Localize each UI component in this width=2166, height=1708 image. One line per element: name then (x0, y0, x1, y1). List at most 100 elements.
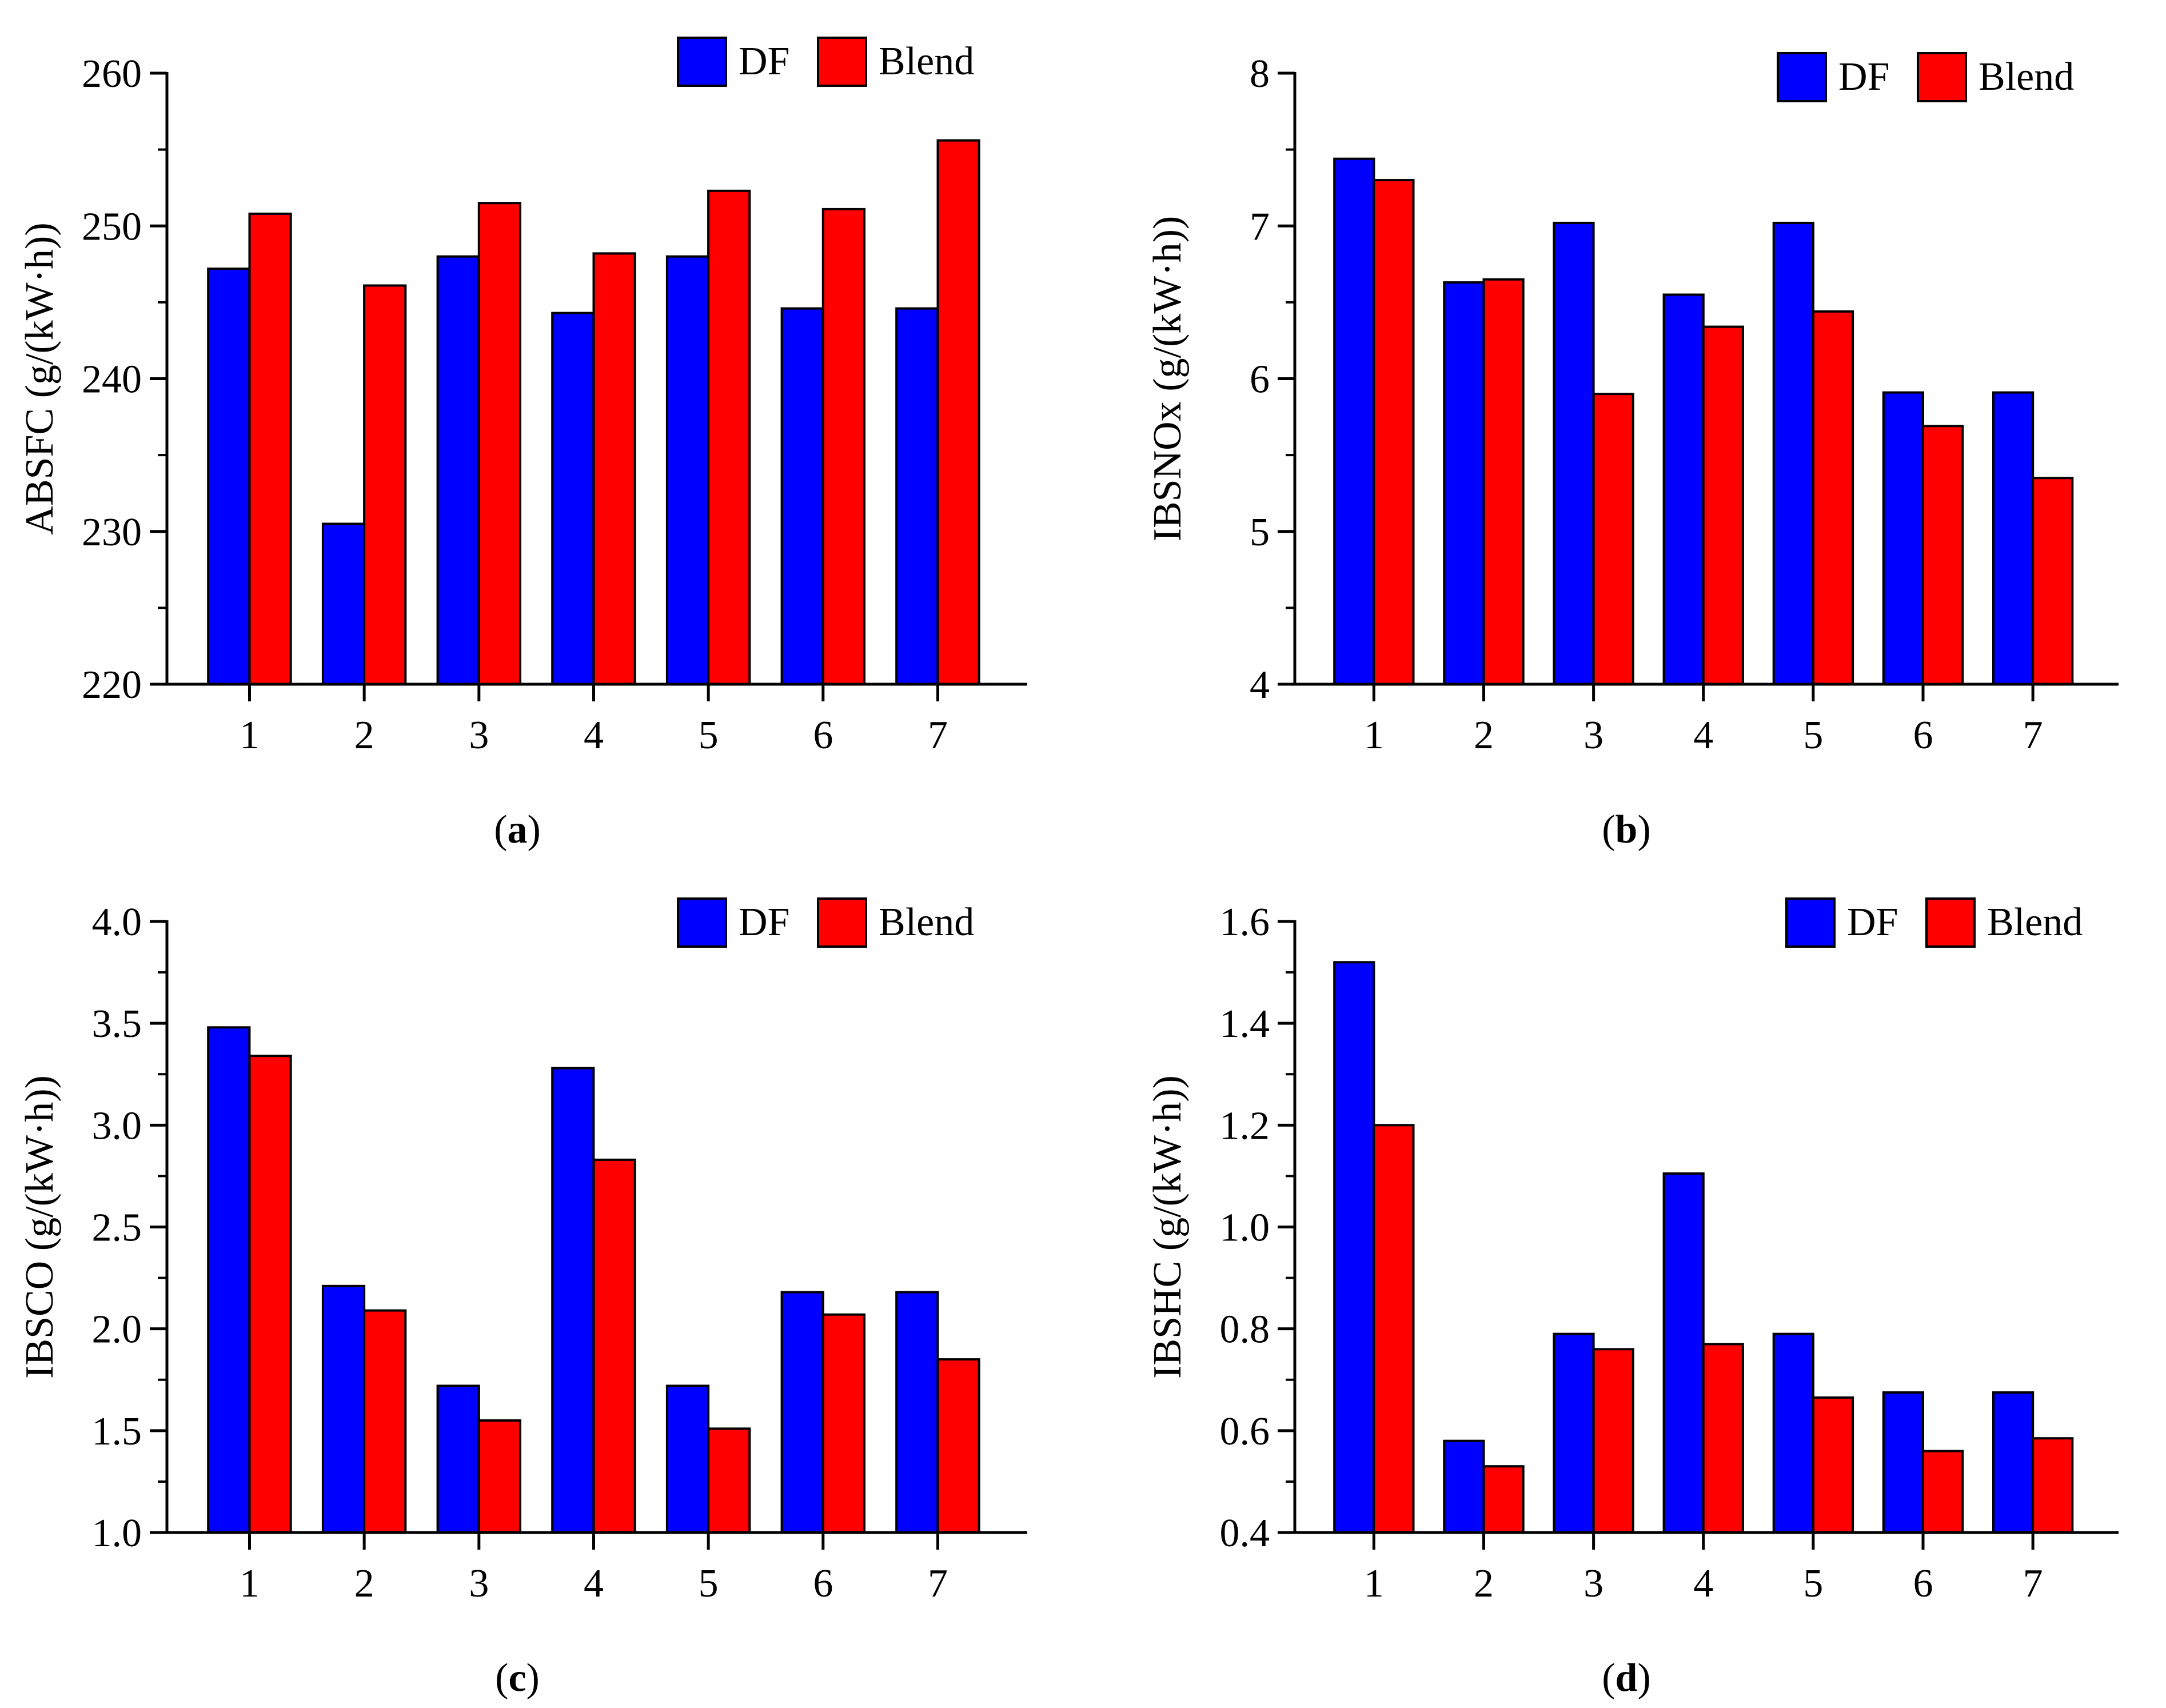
panel-caption: (c) (495, 1656, 540, 1700)
legend-label-df: DF (739, 39, 789, 83)
y-tick-label: 240 (82, 358, 142, 402)
x-tick-label: 5 (1803, 1562, 1823, 1606)
bar-b-df-5 (1772, 221, 1814, 685)
y-tick-label: 230 (82, 510, 142, 554)
bar-a-blend-4 (592, 252, 636, 685)
legend-label-df: DF (1847, 900, 1898, 944)
y-axis-title: IBSNOx (g/(kW·h)) (1146, 216, 1190, 542)
caption-close: ) (528, 808, 541, 852)
chart-panel-c: 1.0 1.5 2.0 2.5 3.0 3.5 4.0 1 2 3 4 5 6 7 IBSCO (g/(kW… (18, 897, 1027, 1700)
legend-swatch-df (1777, 52, 1827, 102)
bar-a-blend-7 (936, 139, 980, 686)
x-tick-label: 3 (469, 1562, 489, 1606)
x-tick-label: 7 (928, 1562, 948, 1606)
bar-d-blend-6 (1922, 1450, 1964, 1534)
bar-d-df-2 (1443, 1439, 1485, 1534)
bar-d-df-6 (1882, 1391, 1925, 1534)
y-tick-label: 1.4 (1220, 1002, 1270, 1046)
chart-panel-d: 0.4 0.6 0.8 1.0 1.2 1.4 1.6 1 2 3 4 5 6 7 IBSHC (g/(kW… (1146, 897, 2119, 1700)
y-tick-label: 260 (82, 52, 142, 96)
x-tick-label: 6 (1913, 713, 1933, 757)
bar-b-blend-6 (1922, 425, 1964, 685)
bar-c-df-6 (780, 1291, 824, 1534)
panel-caption: (b) (1602, 808, 1651, 852)
bar-a-df-3 (436, 255, 480, 685)
x-tick-label: 4 (584, 713, 604, 757)
bar-d-blend-2 (1482, 1465, 1525, 1534)
bar-a-blend-2 (363, 284, 407, 685)
bar-a-blend-3 (477, 202, 521, 685)
bar-a-df-2 (321, 522, 366, 686)
x-tick-label: 3 (1583, 713, 1603, 757)
bar-b-df-1 (1333, 157, 1375, 685)
y-tick-label: 4.0 (92, 900, 142, 944)
y-tick-label: 3.5 (92, 1002, 142, 1046)
bar-d-blend-4 (1702, 1343, 1744, 1534)
y-tick-label: 0.4 (1220, 1511, 1270, 1555)
bar-a-blend-5 (707, 189, 751, 685)
bar-c-df-5 (665, 1384, 710, 1534)
x-tick-label: 1 (240, 1562, 260, 1606)
legend-swatch-blend (1925, 897, 1976, 948)
bar-d-df-5 (1772, 1332, 1814, 1534)
x-tick-label: 6 (813, 1562, 833, 1606)
caption-letter: a (508, 808, 528, 852)
y-tick-label: 4 (1250, 663, 1270, 707)
y-tick-label: 1.0 (1220, 1206, 1270, 1250)
legend-swatch-blend (1917, 52, 1967, 102)
legend: DF Blend (677, 37, 974, 87)
bar-c-df-2 (321, 1284, 366, 1534)
bar-c-blend-3 (477, 1419, 521, 1534)
x-tick-label: 1 (240, 713, 260, 757)
y-axis-title: ABSFC (g/(kW·h)) (18, 222, 62, 534)
x-tick-label: 7 (928, 713, 948, 757)
caption-open: ( (495, 1656, 508, 1700)
x-tick-label: 2 (1474, 1562, 1494, 1606)
bar-b-df-7 (1992, 391, 2035, 685)
legend-swatch-df (677, 37, 727, 87)
bar-c-df-7 (895, 1291, 939, 1534)
bar-a-df-6 (780, 307, 824, 685)
bar-b-df-2 (1443, 281, 1485, 686)
y-tick-label: 7 (1250, 205, 1270, 249)
legend-swatch-blend (817, 897, 867, 948)
y-tick-label: 0.6 (1220, 1410, 1270, 1454)
legend-label-df: DF (1838, 55, 1889, 99)
legend-label-blend: Blend (879, 900, 974, 944)
legend-label-blend: Blend (1987, 900, 2083, 944)
x-tick-label: 5 (699, 713, 719, 757)
y-axis-title: IBSHC (g/(kW·h)) (1146, 1075, 1190, 1379)
bar-d-blend-7 (2032, 1437, 2074, 1534)
bar-d-blend-1 (1373, 1124, 1415, 1534)
bar-b-blend-4 (1702, 325, 1744, 685)
bar-a-df-4 (551, 312, 595, 685)
legend-swatch-df (1785, 897, 1836, 948)
x-tick-label: 7 (2023, 1562, 2043, 1606)
x-tick-label: 5 (699, 1562, 719, 1606)
x-tick-label: 1 (1364, 1562, 1384, 1606)
legend: DF Blend (677, 897, 974, 948)
bar-b-df-6 (1882, 391, 1925, 685)
bar-c-df-3 (436, 1384, 480, 1534)
bar-d-df-3 (1553, 1332, 1595, 1534)
legend: DF Blend (1777, 52, 2074, 102)
bar-d-df-7 (1992, 1391, 2035, 1534)
bar-c-df-4 (551, 1067, 595, 1534)
y-tick-label: 220 (82, 663, 142, 707)
x-tick-label: 2 (1474, 713, 1494, 757)
bar-b-blend-2 (1482, 278, 1525, 685)
legend-label-df: DF (739, 900, 789, 944)
caption-close: ) (526, 1656, 540, 1700)
x-tick-label: 4 (584, 1562, 604, 1606)
caption-open: ( (1602, 1656, 1615, 1700)
bar-a-df-1 (207, 268, 251, 686)
bar-a-blend-6 (821, 207, 866, 685)
y-tick-label: 1.6 (1220, 900, 1270, 944)
y-tick-label: 1.0 (92, 1511, 142, 1555)
bar-c-blend-1 (248, 1055, 292, 1534)
x-tick-label: 4 (1693, 713, 1713, 757)
chart-panel-a: 220 230 240 250 260 1 2 3 4 5 6 7 ABSFC (g/(kW·h)) DF… (18, 37, 1027, 852)
x-tick-label: 5 (1803, 713, 1823, 757)
bar-a-blend-1 (248, 212, 292, 685)
legend-swatch-df (677, 897, 727, 948)
